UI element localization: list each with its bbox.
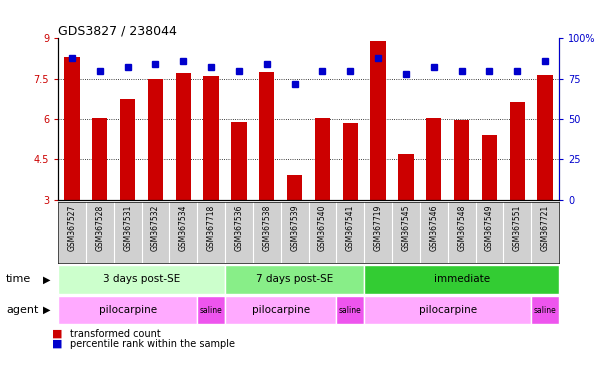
Bar bbox=[364, 265, 559, 294]
Bar bbox=[232, 122, 247, 200]
Text: GSM367532: GSM367532 bbox=[151, 205, 160, 251]
Text: percentile rank within the sample: percentile rank within the sample bbox=[70, 339, 235, 349]
Text: ▶: ▶ bbox=[43, 274, 50, 285]
Text: immediate: immediate bbox=[434, 274, 489, 285]
Bar bbox=[225, 265, 364, 294]
Text: pilocarpine: pilocarpine bbox=[419, 305, 477, 315]
Text: ■: ■ bbox=[52, 329, 62, 339]
Bar bbox=[538, 74, 553, 200]
Text: pilocarpine: pilocarpine bbox=[98, 305, 156, 315]
Text: saline: saline bbox=[534, 306, 557, 314]
Text: GDS3827 / 238044: GDS3827 / 238044 bbox=[58, 24, 177, 37]
Bar bbox=[148, 79, 163, 200]
Bar bbox=[398, 154, 414, 200]
Bar bbox=[315, 118, 330, 200]
Text: GSM367531: GSM367531 bbox=[123, 205, 132, 251]
Bar bbox=[197, 296, 225, 324]
Text: saline: saline bbox=[339, 306, 362, 314]
Bar bbox=[58, 265, 225, 294]
Text: GSM367534: GSM367534 bbox=[179, 205, 188, 251]
Bar bbox=[225, 296, 337, 324]
Text: ■: ■ bbox=[52, 339, 62, 349]
Text: GSM367538: GSM367538 bbox=[262, 205, 271, 251]
Bar bbox=[343, 123, 358, 200]
Text: time: time bbox=[6, 274, 31, 285]
Text: GSM367540: GSM367540 bbox=[318, 205, 327, 251]
Bar bbox=[58, 296, 197, 324]
Text: GSM367528: GSM367528 bbox=[95, 205, 104, 251]
Bar bbox=[203, 76, 219, 200]
Bar bbox=[92, 118, 108, 200]
Text: GSM367536: GSM367536 bbox=[235, 205, 243, 251]
Text: GSM367545: GSM367545 bbox=[401, 205, 411, 251]
Bar bbox=[259, 72, 274, 200]
Bar bbox=[364, 296, 531, 324]
Text: GSM367541: GSM367541 bbox=[346, 205, 355, 251]
Text: agent: agent bbox=[6, 305, 38, 315]
Text: GSM367539: GSM367539 bbox=[290, 205, 299, 251]
Bar bbox=[287, 175, 302, 200]
Text: pilocarpine: pilocarpine bbox=[252, 305, 310, 315]
Bar bbox=[370, 41, 386, 200]
Text: GSM367719: GSM367719 bbox=[374, 205, 382, 251]
Text: 7 days post-SE: 7 days post-SE bbox=[256, 274, 333, 285]
Text: saline: saline bbox=[200, 306, 222, 314]
Bar bbox=[120, 99, 135, 200]
Text: GSM367549: GSM367549 bbox=[485, 205, 494, 251]
Text: ▶: ▶ bbox=[43, 305, 50, 315]
Text: 3 days post-SE: 3 days post-SE bbox=[103, 274, 180, 285]
Text: GSM367718: GSM367718 bbox=[207, 205, 216, 251]
Bar bbox=[426, 118, 442, 200]
Text: GSM367527: GSM367527 bbox=[67, 205, 76, 251]
Bar bbox=[64, 57, 79, 200]
Text: GSM367721: GSM367721 bbox=[541, 205, 550, 251]
Text: GSM367546: GSM367546 bbox=[430, 205, 438, 251]
Text: GSM367548: GSM367548 bbox=[457, 205, 466, 251]
Text: transformed count: transformed count bbox=[70, 329, 161, 339]
Bar bbox=[454, 121, 469, 200]
Bar bbox=[482, 135, 497, 200]
Bar bbox=[510, 101, 525, 200]
Text: GSM367551: GSM367551 bbox=[513, 205, 522, 251]
Bar bbox=[531, 296, 559, 324]
Bar bbox=[337, 296, 364, 324]
Bar bbox=[175, 73, 191, 200]
